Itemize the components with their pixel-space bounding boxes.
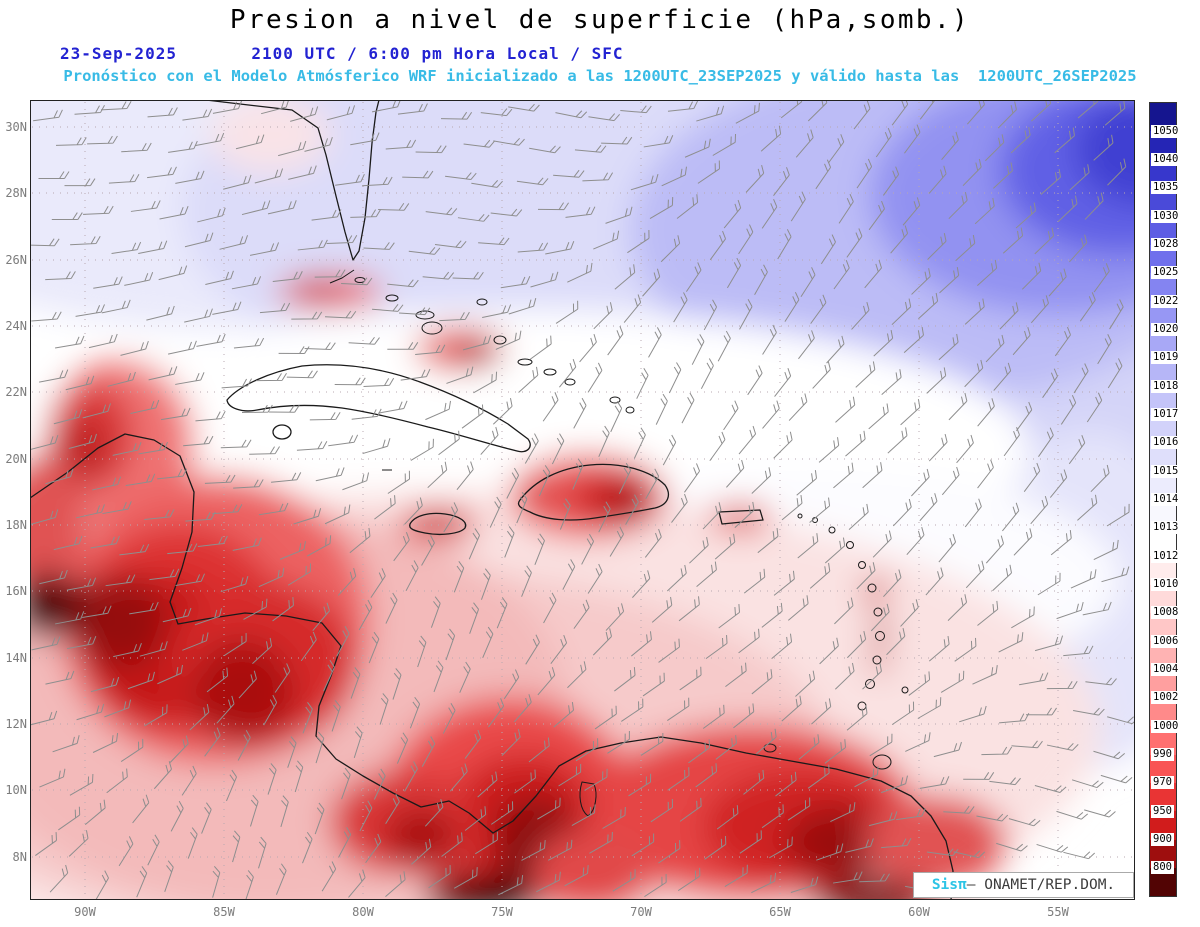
lat-label: 10N xyxy=(5,783,27,797)
colorbar-value: 1008 xyxy=(1151,606,1181,620)
lat-label: 16N xyxy=(5,584,27,598)
colorbar-value: 1017 xyxy=(1151,408,1181,422)
coastlines xyxy=(30,100,954,900)
colorbar-value: 1012 xyxy=(1151,549,1181,563)
colorbar-value: 970 xyxy=(1151,776,1174,790)
colorbar-value: 900 xyxy=(1151,832,1174,846)
lat-label: 12N xyxy=(5,717,27,731)
lon-label: 80W xyxy=(352,905,374,919)
colorbar-value: 1035 xyxy=(1151,181,1181,195)
colorbar-value: 1010 xyxy=(1151,577,1181,591)
pressure-shading xyxy=(30,100,1135,900)
colorbar-value: 1018 xyxy=(1151,379,1181,393)
coast-cuba xyxy=(226,364,531,453)
lat-label: 28N xyxy=(5,186,27,200)
colorbar-value: 1000 xyxy=(1151,719,1181,733)
colorbar-value: 1022 xyxy=(1151,294,1181,308)
coast-jamaica xyxy=(409,512,467,535)
lat-label: 30N xyxy=(5,120,27,134)
lon-label: 85W xyxy=(213,905,235,919)
colorbar-value: 1019 xyxy=(1151,351,1181,365)
lon-label: 75W xyxy=(491,905,513,919)
colorbar-value: 800 xyxy=(1151,861,1174,875)
colorbar-value: 1013 xyxy=(1151,521,1181,535)
lat-label: 26N xyxy=(5,253,27,267)
forecast-subtitle: Pronóstico con el Modelo Atmósferico WRF… xyxy=(63,67,1137,85)
lon-label: 65W xyxy=(769,905,791,919)
colorbar-value: 1002 xyxy=(1151,691,1181,705)
colorbar-value: 1004 xyxy=(1151,662,1181,676)
coast-mainland xyxy=(30,433,954,900)
map-frame xyxy=(30,100,1135,900)
page-title: Presion a nivel de superficie (hPa,somb.… xyxy=(229,5,971,35)
colorbar-value: 1050 xyxy=(1151,124,1181,138)
lat-label: 20N xyxy=(5,452,27,466)
lon-label: 60W xyxy=(908,905,930,919)
colorbar-value: 1014 xyxy=(1151,493,1181,506)
lat-label: 8N xyxy=(12,850,27,864)
coast-florida-keys xyxy=(329,269,355,284)
wind-barbs xyxy=(30,100,1135,900)
coast-hispaniola xyxy=(517,463,669,521)
branding-logo: Sisπ xyxy=(931,877,967,893)
colorbar-value: 1006 xyxy=(1151,634,1181,648)
coast-puerto-rico xyxy=(718,509,764,525)
colorbar-value: 1025 xyxy=(1151,266,1181,280)
lat-label: 22N xyxy=(5,385,27,399)
pressure-map xyxy=(30,100,1135,900)
colorbar-value: 1016 xyxy=(1151,436,1181,450)
colorbar-value: 1040 xyxy=(1151,153,1181,167)
pressure-colorbar: 1050 1040 1035 1030 1028 1025 1022 1020 1019 1018… xyxy=(1149,102,1181,897)
lat-label: 14N xyxy=(5,651,27,665)
date-line: 23-Sep-2025 2100 UTC / 6:00 pm Hora Loca… xyxy=(60,44,624,63)
colorbar-value: 990 xyxy=(1151,747,1174,761)
colorbar-value: 1015 xyxy=(1151,464,1181,478)
coast-bahamas xyxy=(354,277,635,414)
branding-badge: Sisπ– ONAMET/REP.DOM. xyxy=(913,872,1134,898)
lat-label: 18N xyxy=(5,518,27,532)
branding-text: – ONAMET/REP.DOM. xyxy=(966,877,1116,893)
colorbar-value: 950 xyxy=(1151,804,1174,818)
colorbar-value: 1030 xyxy=(1151,209,1181,223)
lat-label: 24N xyxy=(5,319,27,333)
colorbar-value: 1028 xyxy=(1151,238,1181,252)
lon-label: 70W xyxy=(630,905,652,919)
lon-label: 55W xyxy=(1047,905,1069,919)
lon-label: 90W xyxy=(74,905,96,919)
coast-isla-juventud xyxy=(272,424,292,440)
colorbar-value: 1020 xyxy=(1151,323,1181,337)
coast-florida xyxy=(205,100,380,261)
